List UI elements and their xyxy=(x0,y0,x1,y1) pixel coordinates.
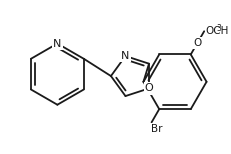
Text: N: N xyxy=(53,38,62,49)
Text: Br: Br xyxy=(151,124,162,134)
Text: 3: 3 xyxy=(217,24,222,33)
Text: O: O xyxy=(193,38,202,48)
Text: N: N xyxy=(121,51,130,61)
Text: OCH: OCH xyxy=(205,26,228,36)
Text: O: O xyxy=(145,83,153,93)
